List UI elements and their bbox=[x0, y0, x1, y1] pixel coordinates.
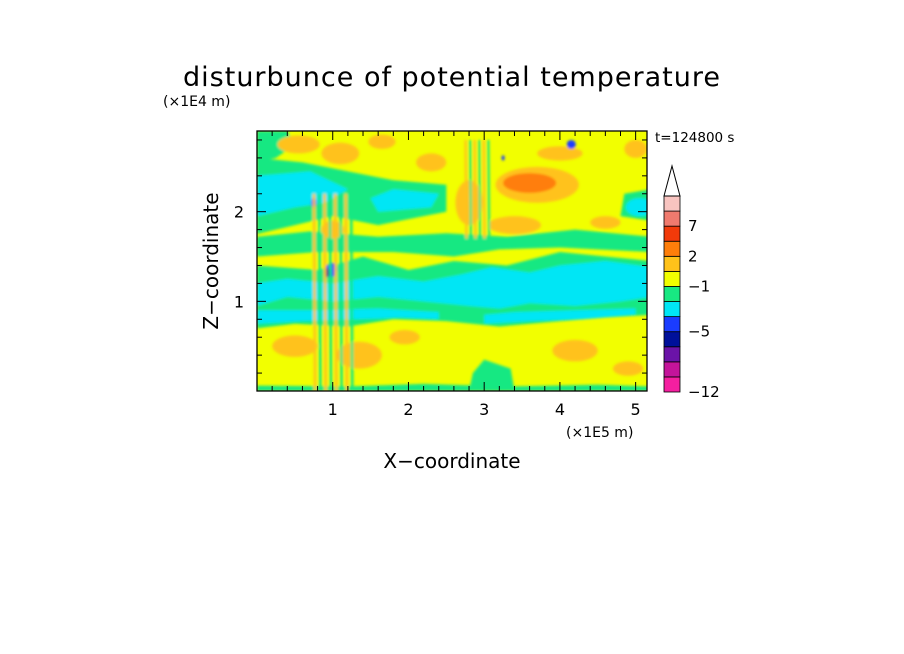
field-region bbox=[625, 198, 647, 217]
field-region bbox=[537, 146, 583, 161]
field-region bbox=[487, 216, 541, 235]
colorbar-label: 7 bbox=[688, 217, 698, 235]
field-region bbox=[552, 339, 598, 362]
field-region bbox=[501, 155, 505, 161]
colorbar-bin bbox=[663, 301, 681, 318]
field-region bbox=[323, 193, 328, 391]
colorbar-label: −5 bbox=[688, 323, 710, 341]
field-region bbox=[257, 229, 647, 257]
colorbar-bin bbox=[663, 286, 681, 302]
x-tick-label: 1 bbox=[328, 400, 338, 419]
field-region bbox=[312, 193, 317, 391]
field-region bbox=[336, 341, 382, 369]
field-region bbox=[624, 139, 647, 158]
colorbar-bin bbox=[663, 240, 681, 257]
field-region bbox=[487, 139, 491, 239]
colorbar-extend-arrow bbox=[663, 164, 681, 197]
x-tick-label: 4 bbox=[555, 400, 565, 419]
axes: 1 2 3 4 5 1 2 bbox=[234, 131, 647, 419]
field-region bbox=[482, 139, 486, 239]
y-unit-label: (×1E4 m) bbox=[163, 94, 230, 110]
chart-title: disturbunce of potential temperature bbox=[183, 62, 721, 93]
colorbar-bin bbox=[663, 331, 681, 348]
colorbar-bin bbox=[663, 361, 681, 378]
field-region bbox=[277, 135, 320, 154]
field-region bbox=[473, 139, 477, 239]
field-region bbox=[503, 173, 557, 193]
field-region bbox=[484, 308, 636, 324]
x-tick-label: 5 bbox=[631, 400, 641, 419]
field-region bbox=[416, 153, 447, 172]
colorbar-bin bbox=[663, 255, 681, 272]
plot-frame bbox=[256, 130, 648, 392]
time-label: t=124800 s bbox=[655, 130, 734, 146]
x-axis-title: X−coordinate bbox=[383, 449, 520, 473]
colorbar-bin bbox=[663, 346, 681, 363]
field-region bbox=[478, 139, 482, 239]
colorbar-bin bbox=[663, 195, 681, 212]
field-region bbox=[321, 142, 360, 165]
field-region bbox=[328, 193, 333, 391]
colorbar-bin bbox=[663, 210, 681, 227]
colorbar-bin bbox=[663, 316, 681, 333]
colorbar-bin bbox=[663, 376, 681, 393]
field-region bbox=[321, 220, 345, 239]
colorbar-bin bbox=[663, 270, 681, 287]
x-unit-label: (×1E5 m) bbox=[566, 425, 633, 441]
field-region bbox=[389, 330, 420, 345]
x-tick-label: 2 bbox=[403, 400, 413, 419]
field-region bbox=[344, 193, 349, 391]
field-region bbox=[257, 171, 348, 217]
field-region bbox=[612, 361, 644, 376]
field-region bbox=[257, 308, 439, 324]
x-tick-label: 3 bbox=[479, 400, 489, 419]
field-region bbox=[469, 359, 515, 391]
colorbar: 7 2 −1 −5 −12 bbox=[663, 164, 720, 401]
field-region bbox=[272, 335, 318, 357]
field-region bbox=[349, 193, 354, 391]
field-region bbox=[469, 139, 473, 239]
colorbar-label: −12 bbox=[688, 383, 720, 401]
y-axis-title: Z−coordinate bbox=[199, 192, 223, 329]
field-region bbox=[257, 383, 647, 391]
field-region bbox=[464, 139, 468, 239]
field-region bbox=[566, 139, 576, 149]
field-region bbox=[333, 193, 338, 391]
y-tick-label: 1 bbox=[234, 292, 244, 311]
field-region bbox=[368, 134, 396, 149]
plot-area bbox=[257, 131, 647, 391]
field-region bbox=[257, 261, 647, 309]
field-region bbox=[339, 193, 343, 391]
colorbar-label: 2 bbox=[688, 247, 698, 265]
colorbar-bin bbox=[663, 225, 681, 242]
y-tick-label: 2 bbox=[234, 203, 244, 222]
field-region bbox=[370, 189, 439, 212]
field-region bbox=[590, 216, 621, 229]
colorbar-label: −1 bbox=[688, 277, 710, 295]
field-region bbox=[317, 193, 322, 391]
